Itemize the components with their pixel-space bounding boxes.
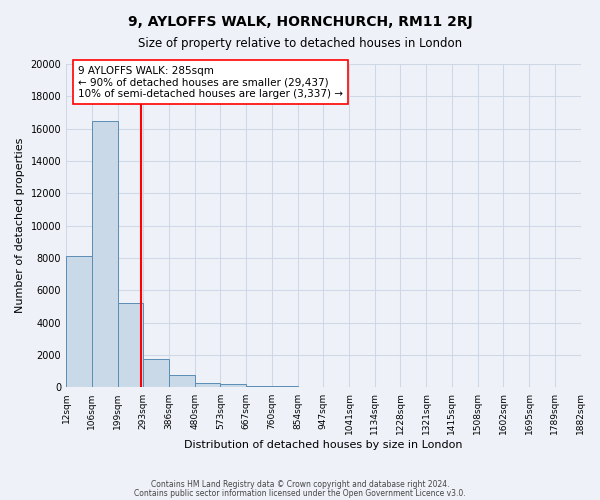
Bar bbox=[220, 384, 246, 388]
Bar bbox=[66, 256, 92, 388]
Text: 9 AYLOFFS WALK: 285sqm
← 90% of detached houses are smaller (29,437)
10% of semi: 9 AYLOFFS WALK: 285sqm ← 90% of detached… bbox=[78, 66, 343, 99]
Bar bbox=[143, 359, 169, 388]
Text: Size of property relative to detached houses in London: Size of property relative to detached ho… bbox=[138, 38, 462, 51]
Bar bbox=[246, 386, 272, 388]
Text: Contains HM Land Registry data © Crown copyright and database right 2024.: Contains HM Land Registry data © Crown c… bbox=[151, 480, 449, 489]
Bar bbox=[169, 376, 195, 388]
Text: Contains public sector information licensed under the Open Government Licence v3: Contains public sector information licen… bbox=[134, 489, 466, 498]
Bar bbox=[272, 386, 298, 388]
Text: 9, AYLOFFS WALK, HORNCHURCH, RM11 2RJ: 9, AYLOFFS WALK, HORNCHURCH, RM11 2RJ bbox=[128, 15, 472, 29]
Bar bbox=[195, 383, 220, 388]
Bar bbox=[118, 304, 143, 388]
X-axis label: Distribution of detached houses by size in London: Distribution of detached houses by size … bbox=[184, 440, 463, 450]
Bar bbox=[92, 120, 118, 388]
Y-axis label: Number of detached properties: Number of detached properties bbox=[15, 138, 25, 314]
